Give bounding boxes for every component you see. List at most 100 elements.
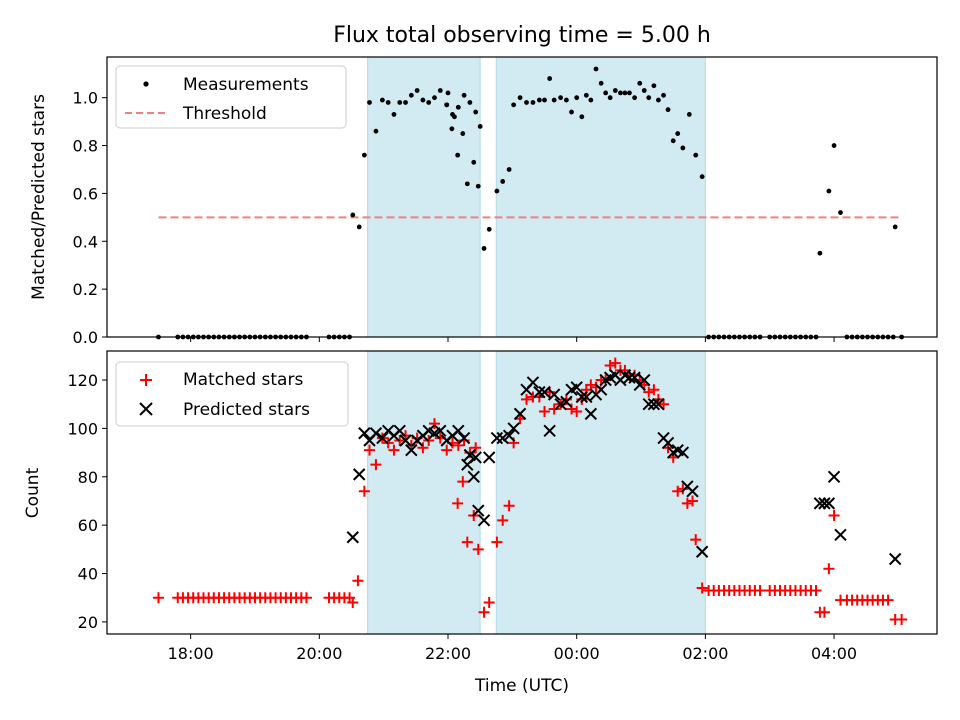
measurement-point (551, 97, 557, 103)
bottom-y-tick-label: 20 (78, 613, 98, 632)
bottom-axes-frame (106, 350, 938, 635)
matched-star-point (754, 584, 766, 596)
measurement-point (892, 224, 898, 230)
predicted-star-point (642, 398, 655, 411)
measurement-point (838, 210, 843, 215)
matched-star-point (896, 613, 908, 625)
measurement-point (524, 100, 529, 105)
matched-star-point (585, 379, 597, 391)
matched-star-point (544, 386, 556, 398)
top-y-tick-label: 0.4 (73, 232, 98, 251)
top-legend: Measurements Threshold (115, 65, 347, 129)
matched-star-point (457, 476, 469, 488)
predicted-star-point (543, 424, 556, 438)
measurement-point (579, 114, 585, 120)
measurement-point (494, 188, 500, 194)
matched-star-point (461, 536, 473, 548)
top-y-ticks: 0.0 0.2 0.4 0.6 0.8 1.0 (73, 89, 107, 347)
predicted-star-point (467, 470, 480, 483)
measurement-point (641, 88, 647, 93)
matched-star-point (483, 597, 495, 609)
predicted-star-point (822, 497, 836, 510)
matched-star-point (152, 592, 164, 604)
top-x-ticks (190, 337, 835, 342)
matched-star-point (690, 534, 702, 546)
measurement-point (467, 100, 473, 105)
predicted-star-point (457, 431, 471, 445)
measurement-point (831, 143, 837, 148)
top-legend-box (115, 65, 347, 129)
measurement-point (461, 92, 467, 98)
matched-star-point (388, 444, 400, 456)
chart-title: Flux total observing time = 5.00 h (333, 23, 711, 48)
matched-star-point (882, 594, 894, 606)
measurement-point (547, 76, 553, 81)
measurement-points (156, 66, 905, 340)
top-y-tick-label: 0.8 (73, 137, 98, 156)
matched-star-point (566, 403, 578, 415)
measurement-point (477, 124, 483, 129)
legend-measurements-marker (143, 81, 149, 87)
measurement-point (536, 97, 542, 103)
predicted-star-point (399, 434, 412, 447)
bottom-x-ticks: 18:00 20:00 22:00 00:00 02:00 04:00 (168, 634, 857, 663)
measurement-point (646, 95, 652, 101)
measurement-point (455, 104, 461, 110)
predicted-star-point (575, 390, 589, 404)
matched-star-point (823, 563, 835, 575)
matched-star-point (370, 459, 382, 471)
bottom-y-tick-label: 40 (78, 565, 98, 584)
legend-threshold-label: Threshold (182, 104, 267, 124)
measurement-point (665, 107, 671, 113)
measurement-point (699, 174, 705, 180)
predicted-star-point (502, 429, 516, 442)
measurement-point (574, 95, 580, 101)
measurement-point (583, 92, 589, 98)
predicted-star-point (405, 443, 418, 457)
measurement-point (432, 95, 437, 101)
x-axis-label: Time (UTC) (474, 676, 569, 696)
matched-star-point (818, 606, 830, 618)
measurement-point (379, 97, 385, 103)
top-y-tick-label: 1.0 (73, 89, 98, 108)
measurement-point (632, 95, 637, 101)
legend-matched-label: Matched stars (183, 370, 303, 390)
predicted-star-point (490, 431, 504, 445)
matched-star-point (571, 405, 583, 417)
predicted-star-point (827, 470, 841, 483)
measurement-point (367, 100, 372, 105)
matched-star-point (417, 442, 429, 454)
top-y-axis-label: Matched/Predicted stars (29, 94, 49, 300)
measurement-point (542, 97, 547, 103)
top-axes-frame (106, 56, 938, 338)
measurement-point (517, 95, 523, 101)
matched-star-point (358, 485, 370, 497)
bottom-legend: Matched stars Predicted stars (115, 361, 349, 427)
predicted-star-point (533, 385, 546, 399)
predicted-star-point (594, 383, 608, 396)
matched-star-point (604, 360, 616, 372)
top-panel: 0.0 0.2 0.4 0.6 0.8 1.0 Matched/Predicted sta… (29, 56, 938, 347)
predicted-star-point (477, 514, 491, 527)
matched-star-point (352, 575, 364, 587)
matched-star-point (681, 497, 693, 509)
matched-star-point (491, 536, 503, 548)
matched-star-point (428, 418, 440, 430)
predicted-star-point (676, 446, 690, 459)
predicted-star-point (434, 424, 447, 438)
bottom-y-tick-label: 80 (78, 468, 98, 487)
measurement-point (486, 226, 492, 232)
x-tick-label: 00:00 (554, 644, 600, 663)
predicted-star-point (353, 468, 366, 481)
predicted-star-point (346, 531, 359, 544)
matched-star-point (452, 497, 464, 509)
measurement-point (473, 109, 479, 115)
measurement-point (511, 102, 517, 108)
predicted-star-point (638, 373, 651, 387)
matched-star-point (497, 514, 509, 526)
bottom-y-axis-label: Count (23, 467, 43, 518)
top-shaded-intervals (367, 56, 706, 338)
predicted-star-point (452, 424, 465, 438)
matched-star-point (687, 495, 699, 507)
